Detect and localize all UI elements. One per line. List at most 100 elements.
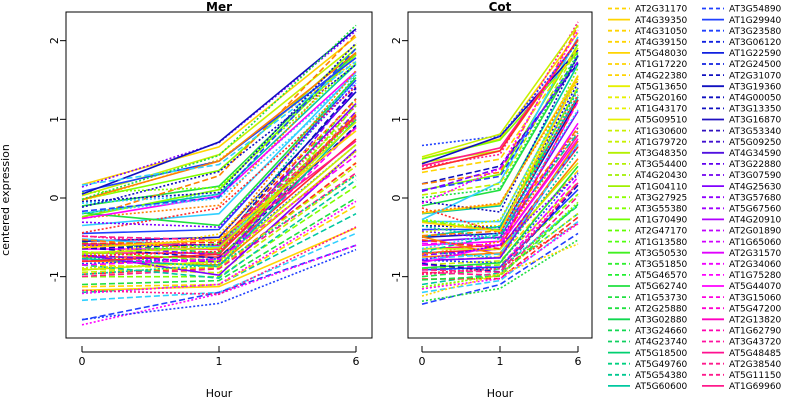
legend-item: AT3G24660	[608, 327, 688, 337]
series-line-cot-6	[422, 75, 579, 223]
series-line-mer-56	[81, 97, 357, 254]
series-line-mer-62	[81, 154, 357, 266]
legend-item: AT5G54380	[608, 371, 688, 381]
series-line-cot-19	[421, 220, 579, 294]
series-line-mer-6	[81, 71, 357, 227]
x-axis-label-mer: Hour	[206, 387, 233, 400]
series-line-mer-74	[81, 83, 357, 228]
legend-item: AT1G13580	[608, 238, 688, 248]
series-line-cot-74	[421, 174, 579, 261]
legend-item: AT3G23580	[702, 27, 782, 37]
legend-label: AT3G22880	[729, 160, 782, 170]
x-tick-label-mer: 1	[216, 355, 223, 368]
series-line-cot-63	[421, 181, 579, 273]
legend-item: AT4G22380	[608, 71, 688, 81]
legend-label: AT3G13350	[729, 105, 782, 115]
legend-label: AT5G46570	[635, 271, 688, 281]
legend-label: AT4G25630	[729, 182, 782, 192]
legend-item: AT3G02880	[608, 316, 688, 326]
series-line-cot-21	[421, 62, 579, 185]
legend-item: AT4G34590	[702, 149, 782, 159]
legend-label: AT5G67560	[729, 205, 782, 215]
series-line-cot-57	[421, 132, 579, 253]
legend-label: AT3G51850	[635, 260, 688, 270]
series-line-cot-37	[421, 21, 579, 168]
series-line-mer-80	[81, 121, 357, 254]
series-line-mer-43	[81, 77, 357, 227]
series-line-cot-33	[421, 172, 579, 264]
series-line-cot-16	[421, 193, 579, 270]
x-tick-label-mer: 0	[79, 355, 86, 368]
legend-item: AT1G62790	[702, 327, 782, 337]
x-axis-mer: 0 1 6	[79, 346, 360, 368]
legend-item: AT5G13650	[608, 82, 688, 92]
legend-item: AT4G20430	[608, 171, 688, 181]
y-axis-mer: -1 0 1 2	[48, 37, 67, 282]
y-tick-label-cot: 1	[390, 116, 403, 123]
legend-item: AT1G70490	[608, 216, 688, 226]
y-tick-label-mer: -1	[48, 271, 61, 282]
legend-label: AT1G69960	[729, 382, 782, 392]
legend-item: AT2G31570	[702, 249, 782, 259]
series-line-mer-7	[81, 79, 357, 235]
legend-label: AT3G19360	[729, 82, 782, 92]
legend-label: AT2G31170	[635, 5, 688, 15]
legend-item: AT2G31070	[702, 71, 782, 81]
legend-label: AT5G18500	[635, 349, 688, 359]
legend-label: AT4G20910	[729, 216, 782, 226]
series-line-mer-71	[81, 82, 357, 214]
legend-item: AT2G13820	[702, 316, 782, 326]
legend-label: AT4G39150	[635, 38, 688, 48]
legend-label: AT4G00050	[729, 94, 782, 104]
y-tick-label-cot: 2	[390, 37, 403, 44]
legend-item: AT4G31050	[608, 27, 688, 37]
legend-item: AT1G79720	[608, 138, 688, 148]
legend-item: AT5G20160	[608, 94, 688, 104]
legend-item: AT2G47170	[608, 227, 688, 237]
legend-label: AT5G48485	[729, 349, 781, 359]
legend-label: AT2G31070	[729, 71, 782, 81]
series-line-cot-75	[421, 29, 579, 205]
legend-label: AT2G31570	[729, 249, 782, 259]
legend-item: AT5G11150	[702, 371, 782, 381]
series-line-cot-58	[421, 143, 579, 260]
series-line-mer-77	[81, 114, 357, 257]
panel-title-mer: Mer	[206, 0, 232, 14]
legend-label: AT3G07590	[729, 171, 782, 181]
legend-label: AT5G11150	[729, 371, 782, 381]
legend-item: AT3G50530	[608, 249, 688, 259]
legend-label: AT3G02880	[635, 316, 688, 326]
legend-item: AT5G09250	[702, 138, 782, 148]
x-axis-label-cot: Hour	[487, 387, 514, 400]
legend-label: AT3G54400	[635, 160, 688, 170]
legend-label: AT1G29940	[729, 16, 782, 26]
series-line-cot-3	[421, 44, 579, 191]
legend-item: AT1G43170	[608, 105, 688, 115]
legend-label: AT3G16870	[729, 116, 782, 126]
legend-item: AT5G48485	[702, 349, 781, 359]
series-line-mer-52	[81, 51, 357, 201]
series-line-mer-72	[81, 248, 357, 321]
legend-item: AT2G24500	[702, 60, 782, 70]
series-line-mer-57	[81, 179, 357, 280]
legend-label: AT5G09250	[729, 138, 782, 148]
legend-label: AT4G34590	[729, 149, 782, 159]
y-tick-label-cot: -1	[390, 271, 403, 282]
legend-item: AT1G30600	[608, 127, 688, 137]
legend-label: AT5G62740	[635, 282, 688, 292]
series-line-cot-4	[421, 55, 579, 207]
series-line-cot-51	[421, 38, 579, 171]
series-line-mer-73	[81, 42, 357, 203]
legend-item: AT5G67560	[702, 205, 782, 215]
legend-label: AT1G30600	[635, 127, 688, 137]
legend-item: AT3G19360	[702, 82, 782, 92]
legend-item: AT3G06120	[702, 38, 782, 48]
legend-item: AT4G39150	[608, 38, 688, 48]
series-line-mer-47	[81, 28, 357, 195]
legend-item: AT2G25880	[608, 304, 688, 314]
legend-item: AT1G53730	[608, 293, 688, 303]
legend-item: AT3G55380	[608, 205, 688, 215]
series-line-cot-77	[421, 94, 579, 235]
series-line-cot-79	[421, 75, 579, 233]
